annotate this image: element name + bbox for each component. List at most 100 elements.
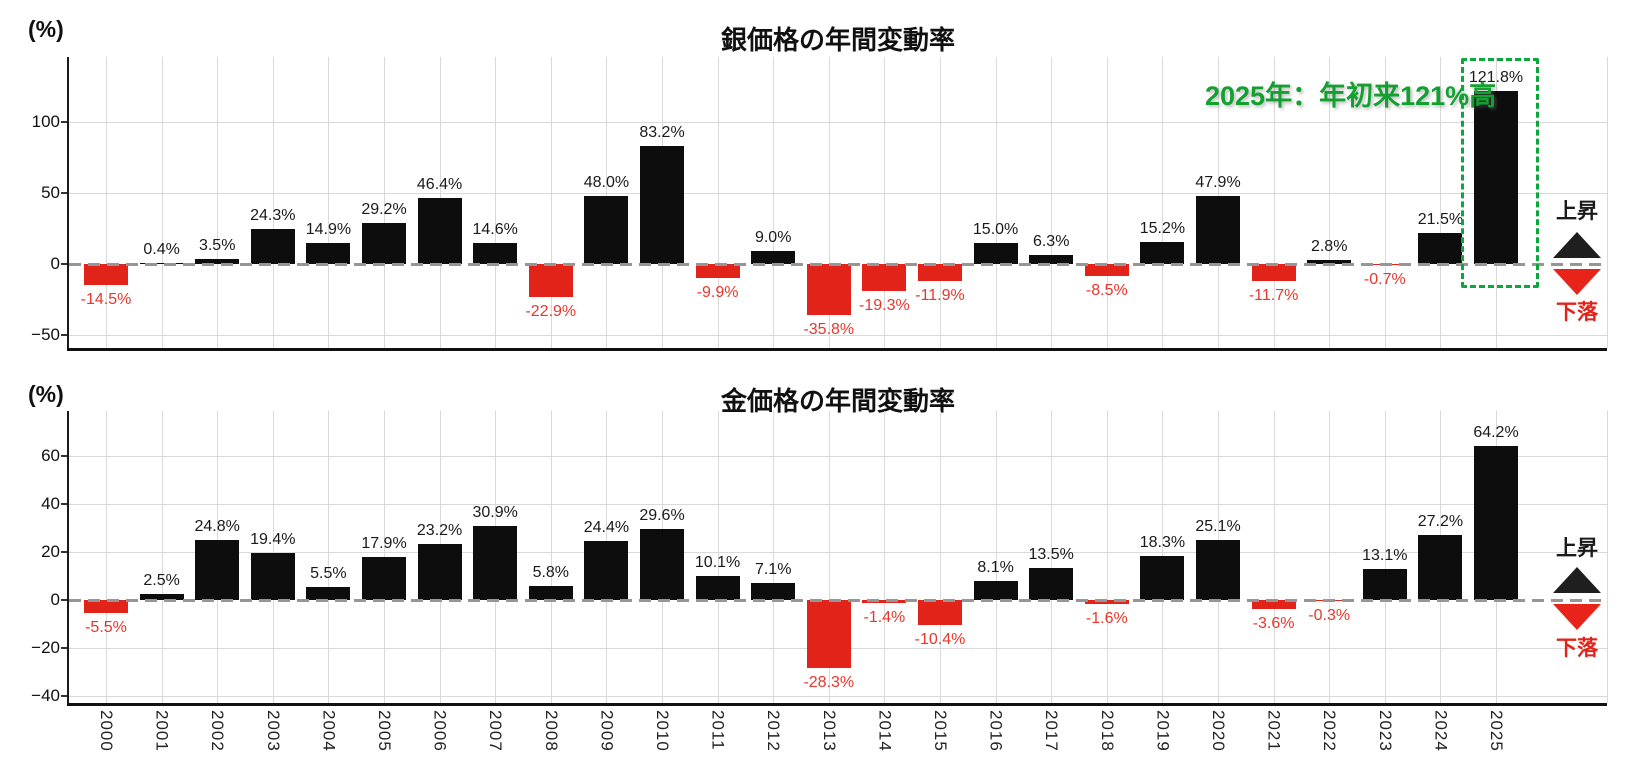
x-tick-label-2023: 2023 bbox=[1375, 710, 1395, 752]
silver-2025-highlight-box bbox=[1461, 58, 1539, 288]
vertical-gridline-2024 bbox=[1440, 57, 1442, 348]
vertical-gridline-2018 bbox=[1106, 57, 1108, 348]
y-tick-label-20: 20 bbox=[41, 542, 60, 561]
bar-2007 bbox=[473, 243, 518, 264]
horizontal-gridline-100 bbox=[69, 122, 1607, 123]
vertical-gridline-2016 bbox=[995, 57, 997, 348]
vertical-gridline-2000 bbox=[106, 57, 107, 348]
value-label-2010: 29.6% bbox=[639, 506, 685, 524]
vertical-gridline-2013 bbox=[828, 411, 830, 703]
value-label-2021: -11.7% bbox=[1248, 286, 1299, 304]
bar-2010 bbox=[640, 528, 684, 600]
value-label-2011: -9.9% bbox=[696, 284, 739, 302]
value-label-2017: 13.5% bbox=[1028, 545, 1074, 563]
vertical-gridline-2001 bbox=[161, 411, 163, 703]
horizontal-gridline-20 bbox=[69, 552, 1607, 553]
bar-2009 bbox=[584, 195, 629, 264]
value-label-2001: 0.4% bbox=[143, 241, 180, 258]
x-tick-label-2002: 2002 bbox=[208, 710, 228, 752]
y-tick-mark-100 bbox=[61, 121, 69, 123]
value-label-2019: 18.3% bbox=[1139, 534, 1186, 552]
y-tick-mark--20 bbox=[61, 647, 69, 649]
value-label-2005: 29.2% bbox=[361, 200, 407, 218]
bar-2016 bbox=[973, 242, 1018, 264]
vertical-gridline-2003 bbox=[272, 57, 274, 348]
bar-2025 bbox=[1474, 445, 1518, 600]
value-label-2012: 9.0% bbox=[754, 229, 792, 247]
bar-2011 bbox=[695, 575, 740, 600]
bar-2002 bbox=[195, 540, 240, 600]
vertical-gridline-2017 bbox=[1051, 57, 1053, 348]
x-tick-label-2001: 2001 bbox=[152, 710, 172, 752]
value-label-2004: 14.9% bbox=[305, 220, 352, 238]
vertical-gridline-2008 bbox=[550, 411, 552, 703]
vertical-gridline-2008 bbox=[550, 57, 552, 348]
vertical-gridline-2012 bbox=[773, 57, 775, 348]
x-axis-spine bbox=[67, 348, 1607, 351]
value-label-2008: 5.8% bbox=[532, 564, 570, 582]
value-label-2001: 2.5% bbox=[143, 572, 180, 589]
y-tick-mark-0 bbox=[61, 263, 69, 265]
vertical-gridline-2017 bbox=[1051, 411, 1053, 703]
vertical-gridline-2021 bbox=[1273, 411, 1275, 703]
y-tick-label-40: 40 bbox=[41, 494, 60, 513]
vertical-gridline-2004 bbox=[328, 411, 330, 703]
vertical-gridline-2022 bbox=[1329, 57, 1331, 348]
horizontal-gridline-60 bbox=[69, 456, 1607, 457]
bar-2006 bbox=[417, 198, 462, 264]
bar-2015 bbox=[918, 600, 962, 625]
value-label-2005: 17.9% bbox=[361, 535, 407, 553]
bar-2023 bbox=[1362, 568, 1407, 600]
bar-2024 bbox=[1418, 233, 1463, 264]
x-tick-label-2019: 2019 bbox=[1153, 710, 1173, 752]
vertical-gridline-2019 bbox=[1162, 57, 1164, 348]
y-tick-label--40: −40 bbox=[31, 686, 60, 705]
x-tick-label-2017: 2017 bbox=[1042, 710, 1062, 752]
bar-2018 bbox=[1084, 264, 1129, 277]
value-label-2021: -3.6% bbox=[1252, 614, 1295, 632]
bar-2002 bbox=[195, 259, 240, 264]
bar-2004 bbox=[306, 242, 351, 264]
vertical-gridline-2023 bbox=[1384, 411, 1386, 703]
value-label-2012: 7.1% bbox=[754, 560, 792, 578]
x-tick-label-2024: 2024 bbox=[1431, 710, 1451, 752]
x-tick-label-2007: 2007 bbox=[486, 710, 506, 752]
bar-2008 bbox=[528, 586, 573, 600]
plot-right-edge bbox=[1607, 57, 1608, 348]
vertical-gridline-2018 bbox=[1106, 411, 1108, 703]
x-tick-label-2005: 2005 bbox=[375, 710, 394, 752]
x-tick-label-2021: 2021 bbox=[1264, 710, 1284, 752]
value-label-2013: -28.3% bbox=[803, 673, 855, 691]
vertical-gridline-2023 bbox=[1384, 57, 1386, 348]
bar-2003 bbox=[250, 553, 295, 600]
value-label-2006: 23.2% bbox=[416, 522, 463, 540]
vertical-gridline-2002 bbox=[217, 57, 219, 348]
horizontal-gridline--40 bbox=[69, 696, 1607, 697]
bar-2007 bbox=[473, 525, 518, 600]
y-tick-mark--40 bbox=[61, 695, 69, 697]
bar-2014 bbox=[862, 264, 907, 292]
value-label-2015: -11.9% bbox=[915, 286, 965, 304]
vertical-gridline-2011 bbox=[717, 411, 719, 703]
value-label-2002: 24.8% bbox=[194, 518, 240, 536]
vertical-gridline-2005 bbox=[384, 411, 385, 703]
bar-2022 bbox=[1307, 260, 1352, 264]
y-tick-label--20: −20 bbox=[31, 638, 60, 657]
value-label-2018: -1.6% bbox=[1085, 609, 1128, 627]
y-tick-mark-50 bbox=[61, 192, 69, 194]
y-tick-label-60: 60 bbox=[41, 446, 60, 465]
x-tick-label-2003: 2003 bbox=[263, 710, 283, 752]
vertical-gridline-2004 bbox=[328, 57, 330, 348]
value-label-2016: 15.0% bbox=[972, 220, 1019, 238]
x-tick-label-2000: 2000 bbox=[97, 710, 116, 752]
bar-2015 bbox=[918, 264, 962, 281]
silver-2025-annotation: 2025年：年初来121%高 bbox=[1205, 81, 1497, 111]
plot-right-edge bbox=[1607, 411, 1608, 703]
bar-2005 bbox=[362, 222, 406, 264]
bar-2024 bbox=[1418, 534, 1463, 600]
x-tick-label-2004: 2004 bbox=[319, 710, 339, 752]
value-label-2010: 83.2% bbox=[639, 123, 685, 141]
value-label-2019: 15.2% bbox=[1139, 220, 1186, 238]
value-label-2002: 3.5% bbox=[198, 237, 236, 255]
